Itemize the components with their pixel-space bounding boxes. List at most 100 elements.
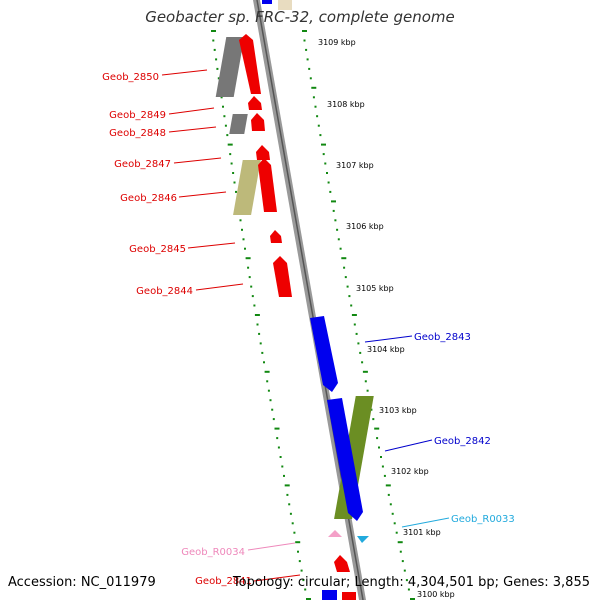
left-scale-tick [254,314,260,316]
left-scale-tick [261,351,264,354]
genome-summary-text: Topology: circular; Length: 4,304,501 bp… [232,575,590,590]
right-scale-tick [378,446,380,449]
gene-label-2842[interactable]: Geob_2842 [434,436,491,447]
gene-label-2841[interactable]: Geob_2841 [195,576,252,587]
leader-R0034 [247,542,296,551]
gene-label-2850[interactable]: Geob_2850 [102,72,159,83]
left-scale-tick [289,512,292,515]
tick-label-3109: 3109 kbp [318,38,356,47]
left-scale-tick [235,190,237,193]
right-scale-tick [332,209,335,212]
gene-arrow-2845 [270,230,282,243]
leader-2850 [161,69,208,76]
tick-label-3101: 3101 kbp [403,528,441,537]
right-scale-tick [359,351,362,354]
rna-arrow-R0033 [357,536,369,543]
tick-label-3107: 3107 kbp [336,161,374,170]
left-scale-tick [306,598,311,600]
right-scale-tick [302,30,307,32]
right-scale-tick [381,465,384,468]
left-scale-track [211,30,311,600]
left-scale-tick [213,48,216,51]
left-scale-tick [283,474,285,477]
right-scale-tick [331,200,336,203]
right-scale-tick [337,238,340,241]
tick-label-3105: 3105 kbp [356,284,394,293]
right-scale-tick [407,588,410,591]
right-scale-tick [341,257,347,260]
right-scale-tick [327,181,330,184]
left-scale-tick [211,30,216,32]
right-scale-tick [393,522,396,525]
right-scale-tick [336,228,339,231]
gene-label-R0034[interactable]: Geob_R0034 [181,547,245,558]
top-feature-blue [262,0,272,4]
leader-2842 [384,439,433,452]
right-scale-tick [308,67,311,70]
leader-R0033 [401,517,450,528]
gene-label-2843[interactable]: Geob_2843 [414,332,471,343]
tick-label-3108: 3108 kbp [327,100,365,109]
leader-2843 [364,335,413,343]
gene-label-2844[interactable]: Geob_2844 [136,286,193,297]
right-scale-tick [364,380,367,383]
left-scale-tick [279,456,282,458]
left-scale-tick [284,484,290,487]
gene-label-R0033[interactable]: Geob_R0033 [451,514,515,525]
left-scale-tick [263,361,265,364]
left-scale-tick [259,342,262,345]
right-scale-tick [380,456,382,458]
right-scale-tick [403,569,406,572]
leader-2846 [178,191,227,198]
right-scale-tick [385,484,391,487]
left-scale-tick [272,418,275,421]
cog-box-2850 [215,37,245,97]
left-scale-tick [276,437,279,440]
left-scale-tick [293,531,296,534]
left-scale-tick [227,143,233,146]
left-scale-tick [300,569,303,572]
left-scale-tick [242,238,245,241]
left-scale-tick [266,380,269,383]
left-scale-tick [264,370,270,373]
right-scale-tick [410,598,415,600]
left-scale-tick [298,560,301,563]
left-scale-tick [286,493,289,496]
right-scale-tick [314,105,317,108]
tick-label-3106: 3106 kbp [346,222,384,231]
leader-2848 [168,126,217,133]
rna-arrow-R0034 [328,530,342,537]
left-scale-tick [220,96,223,99]
gene-label-2845[interactable]: Geob_2845 [129,244,186,255]
right-scale-tick [395,531,398,534]
left-scale-tick [256,323,259,326]
right-scale-tick [305,48,308,51]
right-scale-tick [346,285,349,288]
left-scale-tick [250,285,253,288]
gene-arrow-2842 [327,398,363,521]
right-scale-tick [361,361,364,364]
cog-box-2848 [229,114,248,134]
gene-label-2846[interactable]: Geob_2846 [120,193,177,204]
tick-label-3100: 3100 kbp [417,590,455,599]
right-scale-tick [399,550,402,553]
left-scale-tick [297,550,299,553]
right-scale-tick [339,247,342,250]
right-scale-tick [397,541,403,544]
left-scale-tick [215,58,218,61]
gene-label-2849[interactable]: Geob_2849 [109,110,166,121]
gene-label-2848[interactable]: Geob_2848 [109,128,166,139]
right-scale-tick [372,418,375,421]
leader-2849 [168,107,215,115]
left-scale-tick [239,219,242,222]
right-scale-tick [370,408,373,411]
left-scale-tick [277,446,280,449]
left-scale-tick [226,134,229,137]
gene-label-2847[interactable]: Geob_2847 [114,159,171,170]
left-scale-tick [217,77,220,80]
left-scale-tick [222,105,224,108]
right-scale-tick [317,124,320,127]
gene-arrow-2841 [334,555,350,572]
right-scale-tick [316,115,319,118]
